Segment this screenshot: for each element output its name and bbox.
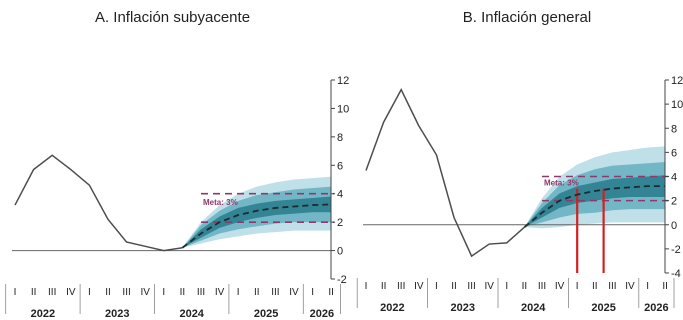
x-tick-label: IV [625, 281, 635, 292]
x-tick-label: I [311, 287, 314, 298]
x-tick-label: IV [289, 287, 299, 298]
x-tick-label: IV [66, 287, 76, 298]
x-tick-label: IV [215, 287, 225, 298]
x-tick-label: IV [555, 281, 565, 292]
x-tick-label: II [31, 287, 37, 298]
forecast-line [181, 203, 332, 249]
x-tick-label: III [467, 281, 475, 292]
chart-title: A. Inflación subyacente [94, 9, 251, 26]
y-tick-label: 2 [671, 196, 677, 208]
x-tick-label: IV [484, 281, 494, 292]
y-tick-label: 8 [337, 132, 343, 144]
y-tick-label: 0 [337, 246, 343, 258]
x-year-label: 2025 [591, 302, 615, 314]
x-tick-label: III [122, 287, 130, 298]
target-label: Meta: 3% [203, 198, 238, 207]
x-year-label: 2024 [179, 308, 204, 320]
x-tick-label: III [608, 281, 616, 292]
x-tick-label: IV [414, 281, 424, 292]
target-label: Meta: 3% [544, 179, 579, 188]
y-tick-label: 10 [671, 99, 683, 111]
x-tick-label: I [365, 281, 368, 292]
x-tick-label: I [646, 281, 649, 292]
y-tick-label: 6 [337, 160, 343, 172]
y-tick-label: 2 [337, 217, 343, 229]
x-tick-label: I [237, 287, 240, 298]
x-tick-label: I [505, 281, 508, 292]
x-year-label: 2023 [105, 308, 129, 320]
fan-band [182, 196, 332, 248]
x-year-label: 2026 [310, 308, 334, 320]
chart-panel-headline-inflation: B. Inflación general Meta: 3% 12 10 8 6 4 2 0 -2… [355, 0, 683, 320]
y-tick-label: 10 [337, 103, 349, 115]
y-tick-label: 8 [671, 123, 677, 135]
x-tick-label: II [522, 281, 528, 292]
x-tick-label: III [197, 287, 205, 298]
x-tick-label: I [88, 287, 91, 298]
x-tick-label: II [328, 287, 334, 298]
chart-panel-core-inflation: A. Inflación subyacente Meta: 3% 12 10 8 6 4 2… [5, 9, 349, 320]
x-tick-label: I [435, 281, 438, 292]
x-tick-label: II [180, 287, 186, 298]
y-tick-label: 6 [671, 147, 677, 159]
x-tick-label: II [451, 281, 457, 292]
x-year-label: 2023 [451, 302, 475, 314]
x-tick-label: II [381, 281, 387, 292]
y-tick-label: 12 [337, 75, 349, 87]
y-tick-label: 4 [671, 172, 677, 184]
x-year-label: 2025 [254, 308, 278, 320]
x-tick-label: III [271, 287, 279, 298]
history-line [14, 154, 183, 252]
x-tick-label: III [397, 281, 405, 292]
x-tick-label: II [662, 281, 668, 292]
x-tick-label: IV [140, 287, 150, 298]
x-tick-label: III [48, 287, 56, 298]
x-year-label: 2024 [521, 302, 546, 314]
chart-title: B. Inflación general [462, 9, 592, 26]
x-year-label: 2026 [644, 302, 668, 314]
y-tick-label: -4 [671, 268, 681, 280]
history-line [365, 88, 525, 258]
fan-band [524, 175, 666, 228]
x-year-label: 2022 [380, 302, 404, 314]
x-tick-label: I [14, 287, 17, 298]
x-year-label: 2022 [31, 308, 55, 320]
x-tick-label: II [254, 287, 260, 298]
x-tick-label: II [592, 281, 598, 292]
x-tick-label: III [538, 281, 546, 292]
x-tick-label: I [162, 287, 165, 298]
y-tick-label: 4 [337, 189, 343, 201]
y-tick-label: -2 [671, 244, 681, 256]
y-tick-label: -2 [337, 274, 347, 286]
x-tick-label: I [576, 281, 579, 292]
forecast-line [523, 185, 666, 228]
y-tick-label: 0 [671, 220, 677, 232]
x-tick-label: II [105, 287, 111, 298]
y-tick-label: 12 [671, 75, 683, 87]
